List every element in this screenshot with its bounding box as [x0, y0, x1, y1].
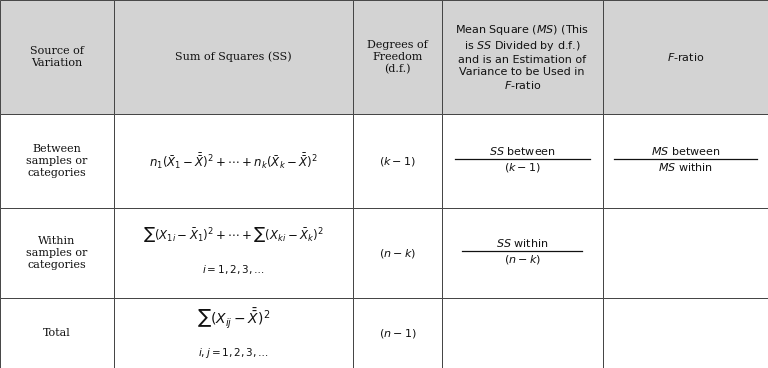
Bar	[114, 208, 353, 298]
Text: Sum of Squares (SS): Sum of Squares (SS)	[175, 52, 292, 62]
Bar	[442, 208, 603, 298]
Text: $(k-1)$: $(k-1)$	[504, 161, 541, 174]
Bar	[0, 208, 114, 298]
Text: Mean Square ($\mathit{MS}$) (This
is $\mathit{SS}$ Divided by d.f.)
and is an Es: Mean Square ($\mathit{MS}$) (This is $\m…	[455, 24, 589, 91]
Text: Total: Total	[43, 328, 71, 338]
Text: $\mathit{SS}$ within: $\mathit{SS}$ within	[496, 237, 548, 250]
Text: Within
samples or
categories: Within samples or categories	[26, 236, 88, 270]
Bar	[353, 298, 442, 368]
Text: $i = 1, 2, 3, \ldots$: $i = 1, 2, 3, \ldots$	[202, 263, 265, 276]
Text: $\sum(X_{1i} - \bar{X}_1)^2 + \cdots + \sum(X_{ki} - \bar{X}_k)^2$: $\sum(X_{1i} - \bar{X}_1)^2 + \cdots + \…	[143, 225, 324, 244]
Bar	[114, 0, 353, 114]
Bar	[0, 114, 114, 208]
Bar	[603, 298, 768, 368]
Bar	[353, 0, 442, 114]
Text: Source of
Variation: Source of Variation	[30, 46, 84, 68]
Bar	[353, 208, 442, 298]
Bar	[603, 0, 768, 114]
Text: $(n-1)$: $(n-1)$	[379, 326, 416, 340]
Text: $\mathit{F}$-ratio: $\mathit{F}$-ratio	[667, 51, 704, 63]
Bar	[0, 298, 114, 368]
Bar	[603, 114, 768, 208]
Bar	[114, 114, 353, 208]
Text: Between
samples or
categories: Between samples or categories	[26, 144, 88, 178]
Bar	[442, 0, 603, 114]
Text: $(n-k)$: $(n-k)$	[504, 253, 541, 266]
Bar	[603, 208, 768, 298]
Text: $(n-k)$: $(n-k)$	[379, 247, 416, 259]
Text: $\mathit{MS}$ between: $\mathit{MS}$ between	[650, 145, 720, 158]
Text: $i, j = 1, 2, 3, \ldots$: $i, j = 1, 2, 3, \ldots$	[198, 346, 269, 360]
Text: $n_1(\bar{X}_1 - \bar{\bar{X}})^2 + \cdots + n_k(\bar{X}_k - \bar{\bar{X}})^2$: $n_1(\bar{X}_1 - \bar{\bar{X}})^2 + \cdo…	[149, 151, 318, 171]
Text: $\sum(X_{ij} - \bar{\bar{X}})^2$: $\sum(X_{ij} - \bar{\bar{X}})^2$	[197, 306, 270, 330]
Text: $\mathit{MS}$ within: $\mathit{MS}$ within	[658, 161, 713, 173]
Bar	[442, 114, 603, 208]
Bar	[114, 298, 353, 368]
Bar	[353, 114, 442, 208]
Bar	[442, 298, 603, 368]
Text: $(k-1)$: $(k-1)$	[379, 155, 416, 167]
Bar	[0, 0, 114, 114]
Text: $\mathit{SS}$ between: $\mathit{SS}$ between	[488, 145, 556, 158]
Text: Degrees of
Freedom
(d.f.): Degrees of Freedom (d.f.)	[367, 40, 428, 74]
